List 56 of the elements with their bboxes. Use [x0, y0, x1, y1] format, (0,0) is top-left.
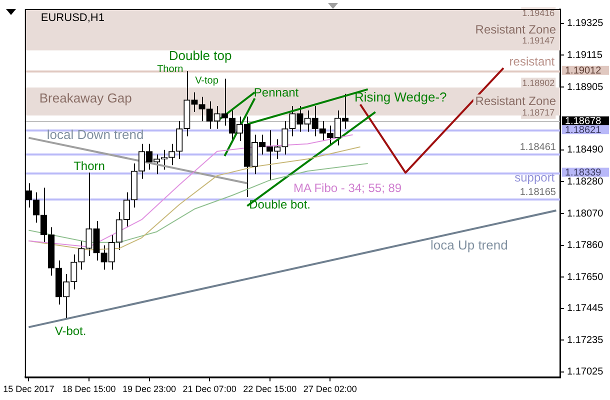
x-tick-label: 19 Dec 23:00: [122, 384, 176, 394]
y-tick-label: 1.18070: [567, 208, 604, 220]
annotation: support: [514, 170, 556, 185]
y-tick-label: 1.19115: [567, 50, 603, 61]
ref-line-label: 1.18165: [520, 186, 556, 198]
band-label: Resistant Zone: [475, 22, 556, 36]
y-tick-label: 1.18905: [567, 82, 604, 93]
annotation: Thorn: [157, 64, 184, 75]
annotation: Breakaway Gap: [39, 90, 132, 106]
candlestick: [228, 110, 236, 142]
annotation: 1.19147: [522, 36, 555, 46]
candlestick: [296, 105, 304, 132]
annotation: V-bot.: [54, 324, 86, 338]
x-tick-label: 27 Dec 02:00: [303, 384, 357, 394]
y-tick-label: 1.19325: [567, 18, 604, 30]
ref-line-label: 1.18339: [565, 168, 602, 179]
candlestick: [32, 192, 40, 224]
y-tick-label: 1.18280: [567, 176, 604, 188]
annotation: Double bot.: [249, 198, 310, 212]
candlestick: [206, 100, 213, 130]
candlestick: [78, 240, 85, 270]
x-tick-label: 18 Dec 15:00: [62, 384, 116, 394]
x-tick-label: 22 Dec 15:00: [243, 384, 297, 394]
annotation: Pennant: [254, 85, 300, 100]
candlestick: [100, 244, 108, 270]
ref-line-label: 1.18678: [565, 116, 602, 128]
annotation: Double top: [168, 48, 232, 64]
annotation: 1.18902: [522, 78, 555, 88]
y-tick-label: 1.17025: [567, 366, 604, 378]
candlestick: [191, 92, 198, 113]
x-tick-label: 21 Dec 07:00: [182, 384, 236, 394]
y-tick-label: 1.17235: [567, 334, 604, 346]
x-tick-label: 15 Dec 2017: [3, 384, 54, 394]
annotation: Rising Wedge-?: [354, 89, 447, 104]
y-tick-label: 1.18490: [567, 144, 604, 156]
annotation: Thorn: [74, 158, 105, 173]
y-tick-label: 1.17860: [567, 240, 604, 252]
candlestick: [168, 143, 176, 166]
candlestick: [146, 143, 153, 170]
ref-line-label: 1.18621: [565, 124, 602, 136]
annotation: V-top: [195, 76, 219, 87]
annotation: MA Fibo - 34; 55; 89: [294, 180, 402, 195]
chart-title: EURUSD,H1: [40, 12, 104, 24]
ref-line-label: 1.19012: [565, 66, 602, 77]
ref-line-label: 1.18461: [520, 142, 556, 154]
annotation: resistant: [509, 54, 556, 68]
band-label: Resistant Zone: [475, 94, 556, 108]
annotation: 1.19416: [522, 8, 555, 18]
annotation: loca Up trend: [430, 237, 508, 252]
annotation: local Down trend: [46, 127, 144, 142]
candlestick: [93, 220, 100, 262]
candlestick: [221, 78, 228, 126]
annotation: 1.18717: [522, 107, 555, 118]
y-tick-label: 1.17445: [567, 303, 604, 314]
y-tick-label: 1.17650: [567, 272, 604, 283]
candlestick: [198, 96, 206, 122]
